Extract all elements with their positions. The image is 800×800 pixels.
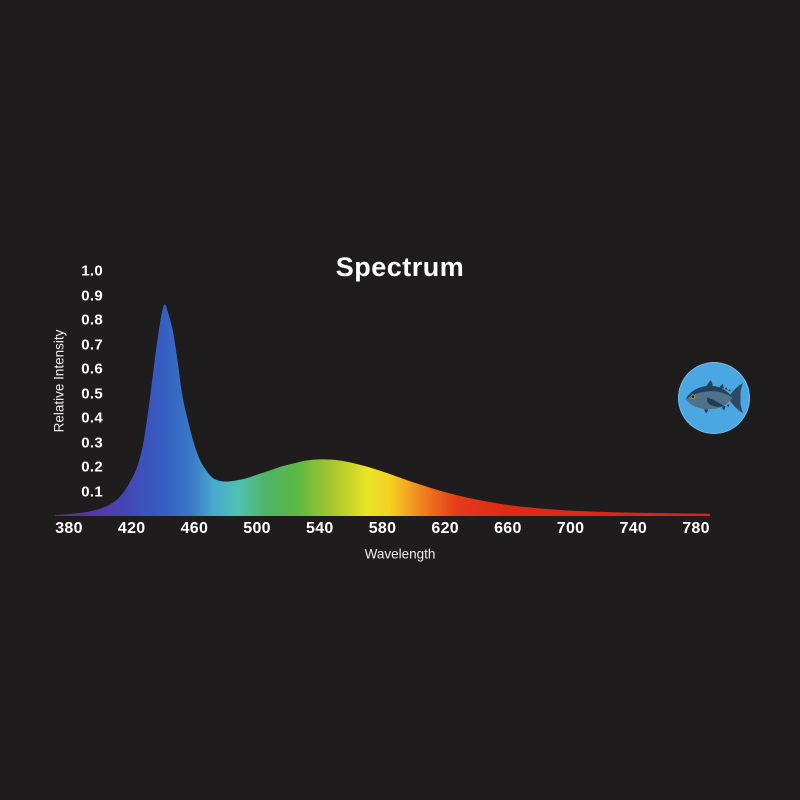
y-tick-0.8: 0.8 <box>81 311 103 329</box>
x-tick-500: 500 <box>243 520 271 537</box>
y-tick-0.6: 0.6 <box>81 360 103 378</box>
y-tick-0.5: 0.5 <box>81 385 103 402</box>
tail-fin <box>727 382 744 414</box>
y-tick-1.0: 1.0 <box>81 262 103 280</box>
fish-back <box>685 385 733 399</box>
pectoral-fin <box>707 397 725 407</box>
x-tick-660: 660 <box>494 520 522 537</box>
y-axis-ticks: 1.0 0.9 0.8 0.7 0.6 0.5 0.4 0.3 0.2 0.1 <box>0 0 103 800</box>
x-tick-380: 380 <box>55 520 83 537</box>
spectrum-curve <box>55 304 710 516</box>
x-tick-700: 700 <box>556 520 585 537</box>
x-tick-540: 540 <box>305 520 334 537</box>
x-tick-780: 780 <box>682 520 710 537</box>
fish-badge <box>678 362 750 434</box>
x-tick-420: 420 <box>117 520 146 537</box>
dorsal-fin <box>705 380 713 388</box>
x-tick-580: 580 <box>368 520 397 537</box>
y-tick-0.1: 0.1 <box>81 483 103 500</box>
y-tick-0.3: 0.3 <box>81 434 103 451</box>
tuna-fish-icon <box>685 380 744 414</box>
y-tick-0.7: 0.7 <box>81 336 103 353</box>
x-tick-620: 620 <box>431 520 459 537</box>
x-tick-740: 740 <box>619 520 648 537</box>
y-tick-0.4: 0.4 <box>81 409 103 427</box>
rear-dorsal-finlets <box>718 383 731 392</box>
y-tick-0.9: 0.9 <box>81 287 103 304</box>
eye-pupil <box>691 395 695 398</box>
chart-title: Spectrum <box>335 252 465 282</box>
x-tick-460: 460 <box>180 520 209 537</box>
x-axis-label: Wavelength <box>364 546 436 562</box>
y-tick-0.2: 0.2 <box>81 458 103 476</box>
spectrum-area-plot <box>55 304 710 516</box>
anal-finlets <box>721 404 730 411</box>
